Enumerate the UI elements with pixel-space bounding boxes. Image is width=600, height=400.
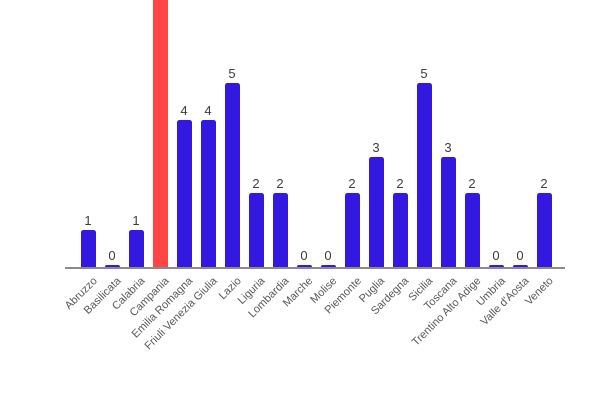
value-label-umbria: 0 xyxy=(492,248,500,263)
bar-liguria[interactable] xyxy=(248,193,264,267)
bar-piemonte[interactable] xyxy=(344,193,360,267)
value-label-valle-d-aosta: 0 xyxy=(516,248,524,263)
bar-trentino-alto-adige[interactable] xyxy=(464,193,480,267)
value-label-calabria: 1 xyxy=(132,213,140,228)
bar-lombardia[interactable] xyxy=(272,193,288,267)
bar-sardegna[interactable] xyxy=(392,193,408,267)
value-label-puglia: 3 xyxy=(372,140,380,155)
value-label-veneto: 2 xyxy=(540,176,548,191)
bar-basilicata[interactable] xyxy=(104,265,120,267)
bar-veneto[interactable] xyxy=(536,193,552,267)
bar-friuli-venezia-giulia[interactable] xyxy=(200,120,216,267)
bar-lazio[interactable] xyxy=(224,83,240,267)
bar-valle-d-aosta[interactable] xyxy=(512,265,528,267)
x-axis-line xyxy=(65,267,565,269)
value-label-lazio: 5 xyxy=(228,66,236,81)
value-label-emilia-romagna: 4 xyxy=(180,103,188,118)
value-label-piemonte: 2 xyxy=(348,176,356,191)
bar-molise[interactable] xyxy=(320,265,336,267)
value-label-sardegna: 2 xyxy=(396,176,404,191)
bar-campania[interactable] xyxy=(152,0,168,267)
value-label-sicilia: 5 xyxy=(420,66,428,81)
bar-calabria[interactable] xyxy=(128,230,144,267)
value-label-abruzzo: 1 xyxy=(84,213,92,228)
bar-marche[interactable] xyxy=(296,265,312,267)
value-label-toscana: 3 xyxy=(444,140,452,155)
bar-emilia-romagna[interactable] xyxy=(176,120,192,267)
value-label-molise: 0 xyxy=(324,248,332,263)
value-label-lombardia: 2 xyxy=(276,176,284,191)
value-label-basilicata: 0 xyxy=(108,248,116,263)
bar-toscana[interactable] xyxy=(440,157,456,267)
value-label-trentino-alto-adige: 2 xyxy=(468,176,476,191)
bar-puglia[interactable] xyxy=(368,157,384,267)
value-label-marche: 0 xyxy=(300,248,308,263)
bar-sicilia[interactable] xyxy=(416,83,432,267)
bar-umbria[interactable] xyxy=(488,265,504,267)
value-label-friuli-venezia-giulia: 4 xyxy=(204,103,212,118)
value-label-liguria: 2 xyxy=(252,176,260,191)
bar-abruzzo[interactable] xyxy=(80,230,96,267)
